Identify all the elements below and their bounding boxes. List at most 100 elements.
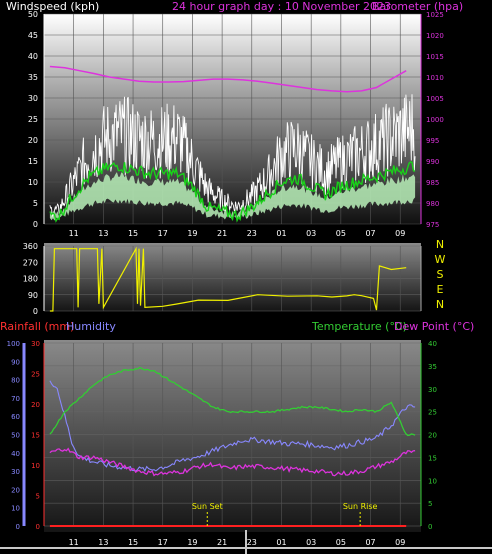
temperature-axis-label: Temperature (°C) xyxy=(312,320,407,333)
temperature-x-tick-label: 03 xyxy=(306,538,316,547)
compass-label: E xyxy=(437,283,444,296)
direction-tick-label: 90 xyxy=(28,291,38,300)
temperature-x-tick-label: 23 xyxy=(247,538,257,547)
wind-tick-label: 0 xyxy=(33,220,38,229)
wind-x-tick-label: 21 xyxy=(217,229,227,238)
temperature-series xyxy=(49,366,416,527)
wind-panel: 0510152025303540455097598098599099510001… xyxy=(28,10,444,238)
wind-tick-label: 35 xyxy=(28,73,38,82)
wind-x-tick-label: 01 xyxy=(276,229,286,238)
sunset-label: Sun Set xyxy=(192,502,223,511)
temperature-x-tick-label: 05 xyxy=(336,538,346,547)
wind-tick-label: 15 xyxy=(28,157,38,166)
rainfall-tick-label: 10 xyxy=(31,462,40,470)
humidity-tick-label: 70 xyxy=(11,395,20,403)
humidity-tick-label: 40 xyxy=(11,450,20,458)
direction-series xyxy=(49,246,407,312)
direction-tick-label: 270 xyxy=(23,258,38,267)
chart-title: 24 hour graph day : 10 November 2023 xyxy=(172,0,392,13)
compass-label: N xyxy=(436,298,444,311)
humidity-series-line xyxy=(49,380,416,473)
wind-x-tick-label: 15 xyxy=(128,229,138,238)
barometer-tick-label: 1015 xyxy=(426,53,444,61)
wind-tick-label: 45 xyxy=(28,31,38,40)
barometer-axis-label: Barometer (hpa) xyxy=(372,0,464,13)
temperature-x-tick-label: 19 xyxy=(187,538,197,547)
barometer-tick-label: 985 xyxy=(426,179,439,187)
barometer-tick-label: 1005 xyxy=(426,95,444,103)
compass-label: N xyxy=(436,238,444,251)
temperature-tick-label: 25 xyxy=(428,409,437,417)
wind-x-tick-label: 09 xyxy=(395,229,405,238)
temperature-x-tick-label: 13 xyxy=(98,538,108,547)
temperature-x-tick-label: 21 xyxy=(217,538,227,547)
barometer-series-line xyxy=(49,65,407,93)
wind-x-tick-label: 03 xyxy=(306,229,316,238)
wind-tick-label: 25 xyxy=(28,115,38,124)
gust-series-line xyxy=(49,94,416,218)
sunrise-label: Sun Rise xyxy=(343,502,378,511)
wind-series xyxy=(49,65,416,223)
wind-x-tick-label: 17 xyxy=(158,229,168,238)
rainfall-tick-label: 25 xyxy=(31,371,40,379)
wind-tick-label: 50 xyxy=(28,10,38,19)
wind-tick-label: 5 xyxy=(33,199,38,208)
humidity-tick-label: 20 xyxy=(11,486,20,494)
temperature-tick-label: 0 xyxy=(428,523,432,531)
humidity-tick-label: 90 xyxy=(11,358,20,366)
wind-axis-label: Windspeed (kph) xyxy=(6,0,100,13)
temperature-tick-label: 20 xyxy=(428,432,437,440)
wind-tick-label: 20 xyxy=(28,136,38,145)
humidity-tick-label: 50 xyxy=(11,432,20,440)
temperature-x-tick-label: 15 xyxy=(128,538,138,547)
temperature-tick-label: 5 xyxy=(428,500,432,508)
wind-direction-series-line xyxy=(49,246,407,312)
wind-x-tick-label: 11 xyxy=(69,229,79,238)
temperature-x-tick-label: 09 xyxy=(395,538,405,547)
barometer-tick-label: 995 xyxy=(426,137,439,145)
barometer-tick-label: 1010 xyxy=(426,74,444,82)
temperature-tick-label: 40 xyxy=(428,340,437,348)
barometer-tick-label: 1025 xyxy=(426,11,444,19)
compass-label: W xyxy=(435,253,446,266)
temperature-tick-label: 30 xyxy=(428,386,437,394)
direction-tick-label: 180 xyxy=(23,275,38,284)
temperature-tick-label: 10 xyxy=(428,477,437,485)
humidity-tick-label: 0 xyxy=(16,523,20,531)
humidity-tick-label: 80 xyxy=(11,377,20,385)
temperature-axes: 0510152025303540010203040506070809010005… xyxy=(0,340,492,554)
temperature-x-tick-label: 01 xyxy=(276,538,286,547)
barometer-tick-label: 980 xyxy=(426,200,439,208)
wind-axes: 0510152025303540455097598098599099510001… xyxy=(28,10,444,238)
wind-tick-label: 10 xyxy=(28,178,38,187)
wind-tick-label: 30 xyxy=(28,94,38,103)
barometer-tick-label: 1020 xyxy=(426,32,444,40)
temperature-panel: 0510152025303540010203040506070809010005… xyxy=(0,340,492,554)
humidity-tick-label: 30 xyxy=(11,468,20,476)
wind-lull-band xyxy=(49,172,416,221)
wind-x-tick-label: 07 xyxy=(365,229,375,238)
humidity-axis-label: Humidity xyxy=(66,320,116,333)
rainfall-axis-label: Rainfall (mm) xyxy=(0,320,75,333)
barometer-tick-label: 975 xyxy=(426,221,439,229)
humidity-tick-label: 60 xyxy=(11,413,20,421)
temperature-x-tick-label: 11 xyxy=(69,538,79,547)
average-wind-series-line xyxy=(49,161,416,223)
rainfall-tick-label: 20 xyxy=(31,401,40,409)
wind-x-tick-label: 05 xyxy=(336,229,346,238)
direction-tick-label: 360 xyxy=(23,242,38,251)
wind-x-tick-label: 23 xyxy=(247,229,257,238)
humidity-tick-label: 10 xyxy=(11,505,20,513)
temperature-tick-label: 15 xyxy=(428,454,437,462)
wind-x-tick-label: 19 xyxy=(187,229,197,238)
dewpoint-axis-label: Dew Point (°C) xyxy=(394,320,475,333)
temperature-plot-background xyxy=(44,340,421,532)
direction-tick-label: 0 xyxy=(33,307,38,316)
wind-tick-label: 40 xyxy=(28,52,38,61)
temperature-x-tick-label: 17 xyxy=(158,538,168,547)
humidity-tick-label: 100 xyxy=(7,340,20,348)
temperature-x-tick-label: 07 xyxy=(365,538,375,547)
